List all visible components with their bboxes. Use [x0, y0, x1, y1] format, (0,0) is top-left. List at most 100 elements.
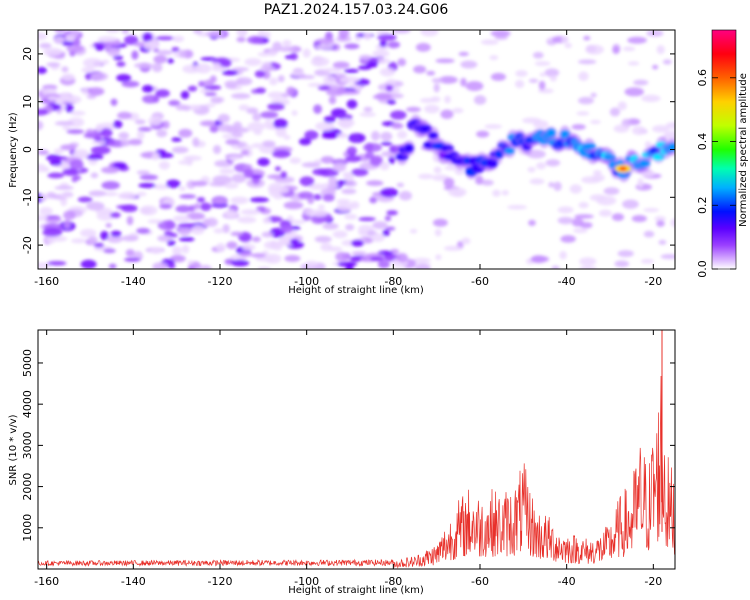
spectrogram-cell [38, 108, 49, 116]
spectrogram-cell [116, 74, 132, 82]
spectrogram-cell [578, 266, 597, 269]
spectrogram-y-tick-label: 20 [21, 47, 34, 61]
spectrogram-cell [113, 120, 123, 129]
spectrogram-cell [286, 86, 296, 97]
spectrogram-cell [530, 255, 550, 263]
spectrogram-cell [253, 129, 263, 135]
spectrogram-cell [384, 215, 392, 222]
spectrogram-cell [88, 190, 107, 197]
spectrogram-cell [458, 51, 469, 57]
spectrogram-x-tick-label: -80 [384, 275, 402, 288]
spectrogram-cell [188, 204, 196, 212]
spectrogram-cell [658, 239, 667, 245]
spectrogram-cell [61, 40, 75, 47]
spectrogram-cell [171, 137, 182, 142]
spectrogram-cell [317, 85, 331, 91]
spectrogram-cell [65, 95, 82, 104]
spectrogram-cell [240, 209, 261, 215]
spectrogram-cell [654, 216, 666, 222]
spectrogram-cell [418, 173, 434, 180]
spectrogram-cell [314, 235, 332, 243]
spectrogram-cell [643, 230, 655, 238]
spectrogram-cell [386, 79, 396, 86]
spectrogram-cell [460, 77, 467, 87]
spectrogram-cell [351, 251, 367, 256]
spectrogram-cell [53, 148, 64, 155]
spectrogram-cell [192, 30, 203, 34]
spectrogram-cell [54, 121, 74, 126]
spectrogram-cell [70, 110, 86, 116]
spectrogram-cell [134, 119, 146, 125]
spectrogram-cell [338, 30, 350, 38]
spectrogram-cell [559, 251, 567, 260]
ridge-cell [504, 147, 515, 155]
spectrogram-cell [243, 168, 254, 179]
spectrogram-cell [569, 184, 582, 194]
spectrogram-cell [239, 251, 253, 257]
spectrogram-cell [434, 228, 442, 237]
spectrogram-cell [583, 35, 591, 41]
spectrogram-cell [251, 236, 261, 243]
spectrogram-cell [304, 130, 319, 140]
spectrogram-cell [350, 133, 359, 143]
spectrogram-cell [60, 144, 77, 151]
spectrogram-cell [627, 36, 647, 44]
spectrogram-cell [236, 36, 246, 43]
spectrogram-cell [343, 68, 359, 74]
spectrogram-cell [501, 190, 509, 196]
spectrogram-cell [335, 251, 348, 262]
spectrogram-cell [230, 93, 251, 99]
spectrogram-cell [275, 127, 287, 138]
spectrogram-cell [101, 59, 109, 65]
spectrogram-cell [640, 170, 655, 177]
spectrogram-cell [227, 155, 242, 161]
spectrogram-cell [652, 125, 670, 133]
spectrogram-cell [351, 239, 364, 247]
spectrogram-cell [347, 146, 357, 154]
spectrogram-cell [259, 66, 276, 71]
spectrogram-cell [259, 111, 279, 119]
spectrogram-cell [117, 111, 132, 120]
spectrogram-cell [142, 94, 159, 104]
spectrogram-cell [200, 56, 217, 61]
spectrogram-cell [256, 206, 267, 212]
spectrogram-cell [590, 119, 601, 125]
spectrogram-cell [222, 134, 233, 139]
spectrogram-cell [551, 265, 560, 269]
spectrogram-cell [87, 87, 105, 96]
spectrogram-cell [622, 46, 636, 52]
spectrogram-cell [179, 186, 186, 192]
spectrogram-cell [613, 124, 630, 133]
spectrogram-cell [612, 46, 620, 55]
colorbar-tick-label: 0.0 [696, 260, 709, 278]
spectrogram-x-tick-label: -20 [644, 275, 662, 288]
spectrogram-cell [660, 254, 675, 260]
spectrogram-cell [90, 72, 109, 81]
spectrogram-cell [80, 259, 97, 269]
spectrogram-cell [142, 32, 153, 43]
spectrogram-blobs [38, 30, 675, 269]
spectrogram-cell [167, 263, 176, 269]
spectrogram-cell [322, 194, 335, 202]
spectrogram-cell [289, 157, 301, 164]
spectrogram-cell [344, 43, 360, 50]
spectrogram-cell [121, 80, 140, 88]
spectrogram-cell [211, 203, 229, 208]
spectrogram-cell [433, 166, 442, 174]
spectrogram-cell [219, 168, 235, 175]
spectrogram-cell [131, 50, 139, 60]
spectrogram-cell [230, 231, 243, 237]
spectrogram-cell [235, 77, 253, 86]
spectrogram-cell [231, 259, 250, 267]
spectrogram-cell [532, 51, 544, 59]
spectrogram-cell [217, 123, 233, 132]
spectrogram-cell [249, 197, 270, 203]
spectrogram-cell [553, 181, 562, 192]
spectrogram-cell [379, 161, 390, 171]
spectrogram-cell [603, 187, 620, 195]
spectrogram-cell [261, 140, 276, 148]
spectrogram-cell [578, 59, 597, 65]
spectrogram-cell [398, 190, 413, 201]
spectrogram-cell [392, 30, 411, 34]
spectrogram-cell [318, 168, 339, 177]
